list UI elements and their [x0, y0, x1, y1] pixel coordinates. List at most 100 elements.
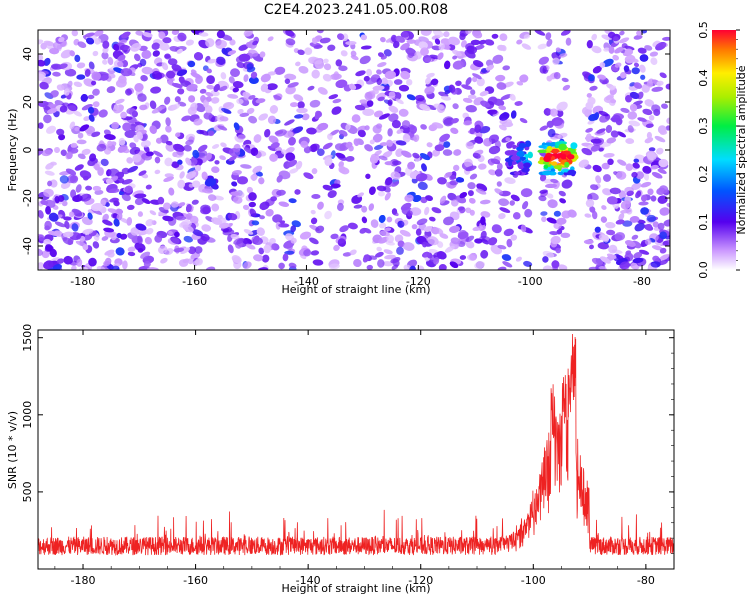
heatmap-cell [220, 72, 227, 80]
heatmap-cell [557, 132, 568, 139]
heatmap-cell [91, 80, 97, 86]
y-tick-label: 500 [21, 481, 34, 502]
heatmap-cell [390, 171, 401, 180]
heatmap-cell [364, 125, 370, 131]
heatmap-cell [312, 259, 324, 266]
heatmap-cell [539, 125, 549, 131]
heatmap-cell [188, 246, 197, 255]
colorbar-gradient [712, 30, 736, 270]
heatmap-cell [474, 124, 482, 133]
heatmap-cell [361, 205, 368, 213]
heatmap-cell [306, 127, 317, 135]
heatmap-cell [609, 85, 617, 91]
heatmap-cell [134, 121, 145, 127]
heatmap-cell [248, 49, 259, 57]
heatmap-cell [658, 259, 668, 266]
heatmap-cell [161, 62, 169, 71]
heatmap-cell [545, 32, 552, 40]
heatmap-cell [452, 55, 458, 60]
heatmap-cell [479, 199, 491, 205]
heatmap-cell [605, 221, 616, 229]
heatmap-cell [467, 94, 477, 99]
heatmap-cell [57, 63, 68, 70]
heatmap-cell [631, 67, 640, 75]
heatmap-cell [614, 62, 622, 68]
heatmap-cell [311, 69, 320, 79]
heatmap-cell [134, 53, 141, 62]
heatmap-cell [259, 201, 270, 211]
heatmap-cell [113, 43, 120, 51]
heatmap-cell [400, 70, 411, 80]
heatmap-cell [288, 262, 297, 269]
heatmap-cell [243, 30, 253, 37]
heatmap-cell [163, 202, 171, 210]
heatmap-cell [316, 30, 324, 34]
heatmap-cell [402, 133, 411, 143]
heatmap-cell [338, 165, 346, 174]
heatmap-cell [137, 235, 143, 245]
heatmap-y-label: Frequency (Hz) [6, 109, 19, 192]
heatmap-cell [386, 234, 395, 244]
heatmap-cell [485, 64, 495, 71]
heatmap-cell [396, 128, 404, 134]
snr-y-label: SNR (10 * v/v) [6, 411, 19, 489]
heatmap-cell [617, 159, 627, 166]
heatmap-cell [245, 41, 253, 48]
heatmap-cell [56, 84, 65, 91]
colorbar-label: Normalized spectral amplitude [735, 65, 748, 234]
heatmap-cell [84, 32, 95, 38]
heatmap-cell [608, 244, 618, 254]
heatmap-cell [207, 58, 217, 64]
heatmap-cell [310, 217, 318, 225]
y-tick-label: 40 [21, 47, 34, 61]
heatmap-cell [140, 251, 151, 259]
heatmap-cell [628, 120, 641, 127]
heatmap-cell [608, 46, 615, 54]
heatmap-cell [122, 260, 128, 270]
heatmap-cell [465, 77, 472, 86]
heatmap-cell [556, 217, 567, 225]
heatmap-cell [322, 73, 332, 82]
heatmap-cell [301, 113, 310, 121]
heatmap-cell [129, 142, 137, 149]
heatmap-cell [84, 68, 91, 77]
heatmap-cell [658, 158, 669, 168]
heatmap-cell [113, 218, 120, 227]
colorbar-tick-label: 0.1 [697, 213, 710, 231]
heatmap-hotspot-cell [517, 162, 524, 169]
heatmap-cell [101, 235, 109, 241]
heatmap-cell [475, 188, 487, 195]
heatmap-cell [63, 255, 73, 265]
heatmap-cell [141, 66, 154, 75]
heatmap-cell [69, 175, 78, 184]
heatmap-cell [246, 63, 254, 70]
heatmap-cell [420, 124, 427, 130]
heatmap-cell [470, 89, 476, 96]
heatmap-cell [77, 132, 84, 139]
heatmap-cell [626, 190, 634, 196]
heatmap-cell [539, 65, 547, 74]
heatmap-hotspot-cell [564, 161, 570, 168]
heatmap-cell [211, 97, 220, 104]
heatmap-cell [426, 142, 433, 148]
heatmap-cell [633, 34, 643, 40]
heatmap-cell [187, 106, 198, 115]
heatmap-cell [472, 226, 484, 231]
heatmap-cell [406, 210, 413, 217]
heatmap-cell [76, 74, 86, 80]
x-tick-label: -180 [71, 574, 96, 587]
heatmap-cell [638, 201, 649, 206]
heatmap-cell [177, 88, 185, 95]
heatmap-cell [250, 174, 258, 181]
heatmap-cell [171, 201, 179, 208]
heatmap-cell [551, 52, 562, 61]
heatmap-cell [459, 192, 468, 199]
heatmap-cell [391, 119, 401, 129]
heatmap-cell [597, 74, 607, 80]
heatmap-cell [550, 178, 559, 184]
heatmap-cell [94, 189, 104, 195]
heatmap-cell [597, 265, 607, 270]
heatmap-cell [285, 146, 295, 154]
heatmap-cell [384, 254, 396, 260]
heatmap-cell [359, 99, 369, 105]
